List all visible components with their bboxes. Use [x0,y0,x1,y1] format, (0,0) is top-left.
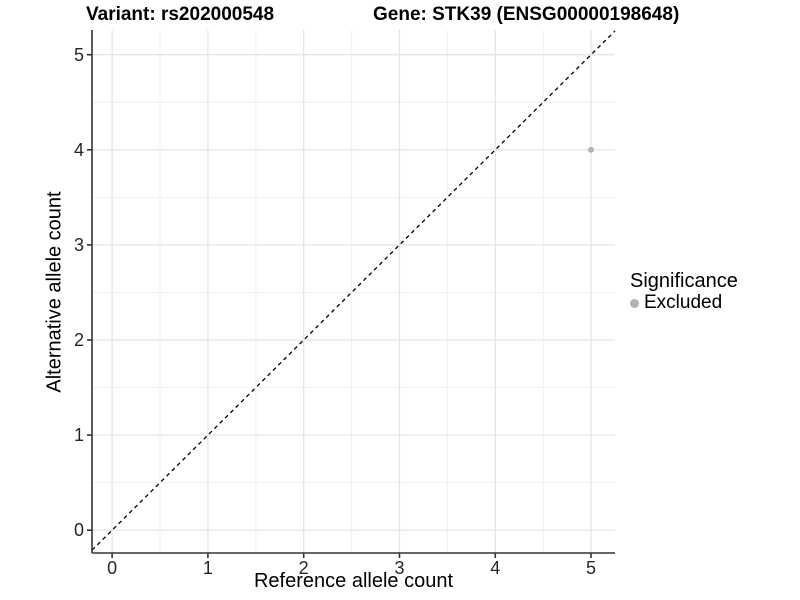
x-tick-label: 2 [298,558,309,578]
legend-item-label: Excluded [644,292,723,313]
x-tick-label: 4 [490,558,501,578]
plot-title-variant: Variant: rs202000548 [86,4,275,25]
y-tick-label: 0 [73,520,84,541]
excluded-point-icon [630,298,639,308]
data-point-excluded [588,146,595,153]
y-tick-label: 5 [73,44,84,65]
y-tick-label: 2 [73,329,84,350]
y-tick-label: 1 [73,425,84,446]
y-tick-label: 3 [73,234,84,255]
x-tick-label: 1 [202,558,213,578]
identity-line [91,30,616,551]
x-axis-title: Reference allele count [253,570,453,592]
legend-item-excluded: Excluded [630,293,738,313]
legend: Significance Excluded [630,271,738,313]
x-tick-label: 0 [107,558,118,578]
y-tick-label: 4 [73,139,84,160]
plot-title-gene: Gene: STK39 (ENSG00000198648) [373,4,680,25]
y-axis-title: Alternative allele count [43,191,66,393]
x-tick-label: 5 [586,558,597,578]
legend-title: Significance [630,270,738,292]
x-tick-label: 3 [394,558,405,578]
